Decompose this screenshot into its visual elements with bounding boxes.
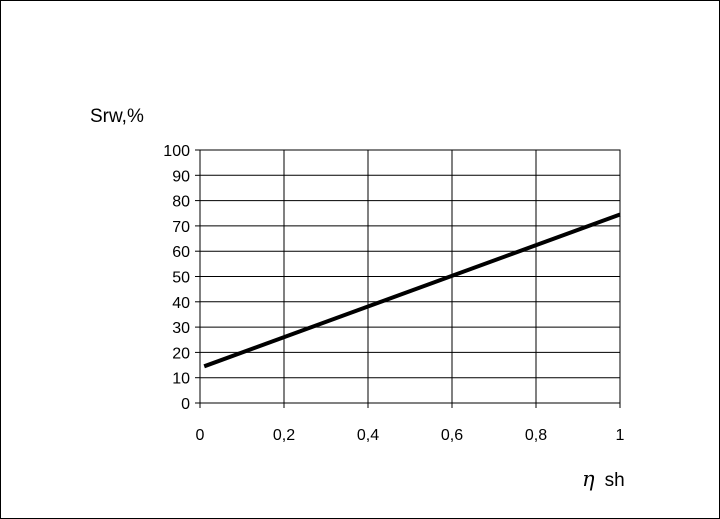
y-tick-label: 10 [172, 371, 190, 388]
x-tick-label: 0,6 [441, 427, 463, 444]
y-tick-label: 50 [172, 270, 190, 287]
x-axis-title: η sh [582, 467, 625, 491]
y-tick-label: 80 [172, 194, 190, 211]
eta-symbol: η [582, 467, 595, 491]
x-tick-label: 0 [196, 427, 205, 444]
y-tick-label: 100 [163, 143, 190, 160]
y-tick-label: 90 [172, 168, 190, 185]
y-tick-label: 0 [181, 396, 190, 413]
series-line [203, 212, 621, 369]
tick-labels: 0 10 20 30 40 50 60 70 80 90 100 0 0,2 0,4 0,6 0,8 1 [163, 143, 624, 444]
data-series [203, 212, 621, 369]
x-tick-label: 0,2 [273, 427, 295, 444]
x-tick-label: 0,8 [525, 427, 547, 444]
y-tick-label: 70 [172, 219, 190, 236]
y-tick-label: 20 [172, 345, 190, 362]
y-tick-label: 40 [172, 295, 190, 312]
y-axis-title: Srw,% [90, 106, 144, 127]
grid-lines [195, 149, 621, 408]
y-tick-label: 30 [172, 320, 190, 337]
y-tick-label: 60 [172, 244, 190, 261]
x-tick-label: 1 [616, 427, 625, 444]
x-axis-suffix: sh [605, 470, 625, 491]
x-tick-label: 0,4 [357, 427, 379, 444]
